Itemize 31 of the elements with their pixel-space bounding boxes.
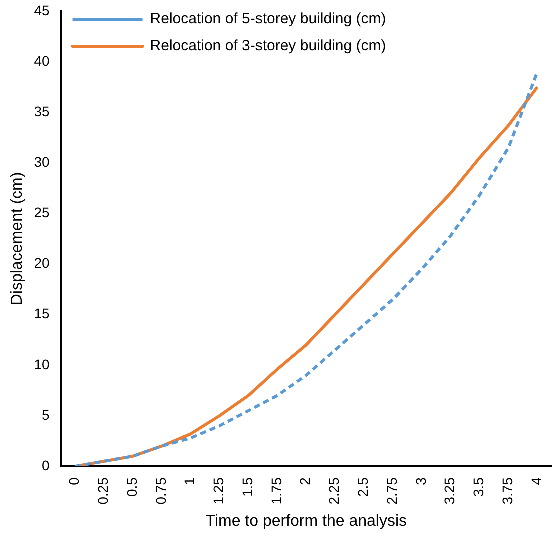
x-tick-label: 0.25 (94, 477, 111, 505)
y-tick-label: 40 (34, 52, 50, 69)
y-tick-label: 15 (34, 306, 50, 322)
x-tick-label: 1.5 (239, 477, 256, 498)
y-tick-label: 0 (42, 457, 50, 474)
y-tick-label: 25 (34, 204, 50, 221)
y-tick-label: 30 (34, 154, 50, 170)
x-tick-label: 1.75 (268, 477, 284, 505)
x-tick-label: 2.75 (384, 477, 400, 505)
x-tick-label: 0.75 (152, 477, 169, 505)
x-tick-label: 2 (297, 477, 314, 486)
x-axis-title: Time to perform the analysis (206, 512, 408, 530)
y-tick-label: 20 (34, 255, 50, 272)
x-tick-label: 3.75 (500, 477, 516, 505)
x-tick-label: 0 (66, 477, 82, 486)
x-tick-label: 3 (412, 477, 429, 486)
y-tick-label: 5 (42, 406, 50, 423)
x-tick-label: 0.5 (124, 477, 140, 498)
legend-label: Relocation of 3-storey building (cm) (150, 38, 386, 55)
y-tick-label: 10 (34, 356, 50, 372)
legend-label: Relocation of 5-storey building (cm) (150, 10, 386, 28)
x-tick-label: 2.5 (355, 477, 372, 498)
x-tick-label: 3.5 (470, 477, 487, 498)
x-tick-label: 2.25 (326, 477, 342, 505)
y-tick-label: 35 (34, 103, 50, 120)
x-tick-label: 1 (182, 477, 198, 486)
y-axis-title: Displacement (cm) (9, 172, 26, 306)
y-tick-label: 45 (34, 2, 50, 18)
x-tick-label: 3.25 (442, 477, 458, 505)
x-tick-label: 1.25 (210, 477, 227, 505)
x-tick-label: 4 (528, 477, 544, 486)
